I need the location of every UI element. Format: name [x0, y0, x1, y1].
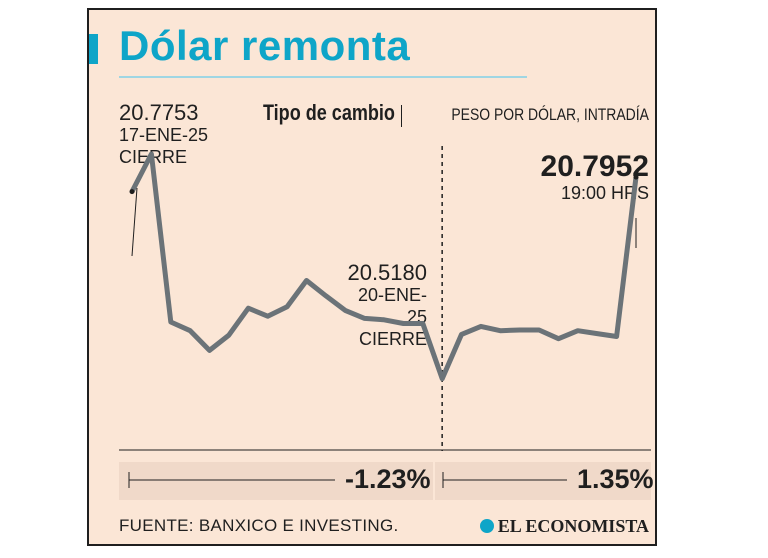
mid-value: 20.5180	[347, 260, 427, 285]
change-left: -1.23%	[345, 464, 431, 494]
data-point	[129, 189, 135, 195]
end-annotation: 20.7952 19:00 HRS	[540, 150, 649, 204]
change-right: 1.35%	[577, 464, 654, 494]
chart-card: Dólar remonta Tipo de cambio PESO POR DÓL…	[87, 8, 657, 546]
title-accent-bar	[89, 34, 98, 64]
brand-name: EL ECONOMISTA	[497, 516, 649, 536]
end-time: 19:00 HRS	[560, 183, 649, 203]
change-bar	[119, 462, 651, 500]
series-line	[129, 151, 639, 382]
header-separator	[401, 104, 403, 127]
series-layer	[129, 151, 639, 382]
line-chart	[119, 146, 651, 451]
change-bar-lines	[128, 462, 567, 500]
mid-label: CIERRE	[358, 329, 427, 349]
chart-title: Dólar remonta	[119, 22, 411, 69]
start-leader-line	[131, 187, 138, 257]
end-value: 20.7952	[540, 150, 649, 183]
chart-header: Tipo de cambio PESO POR DÓLAR, INTRADÍA	[234, 100, 649, 127]
brand-logo: EL ECONOMISTA	[479, 516, 649, 537]
brand-icon	[479, 519, 494, 533]
start-annotation: 20.7753 17-ENE-25 CIERRE	[119, 102, 208, 168]
title-rule	[119, 76, 527, 78]
source-note: FUENTE: BANXICO E INVESTING.	[119, 516, 399, 535]
header-sub: PESO POR DÓLAR, INTRADÍA	[451, 105, 649, 124]
header-main: Tipo de cambio	[263, 100, 396, 125]
start-value: 20.7753	[119, 100, 199, 125]
data-point	[633, 174, 639, 180]
start-date: 17-ENE-25	[119, 125, 209, 145]
